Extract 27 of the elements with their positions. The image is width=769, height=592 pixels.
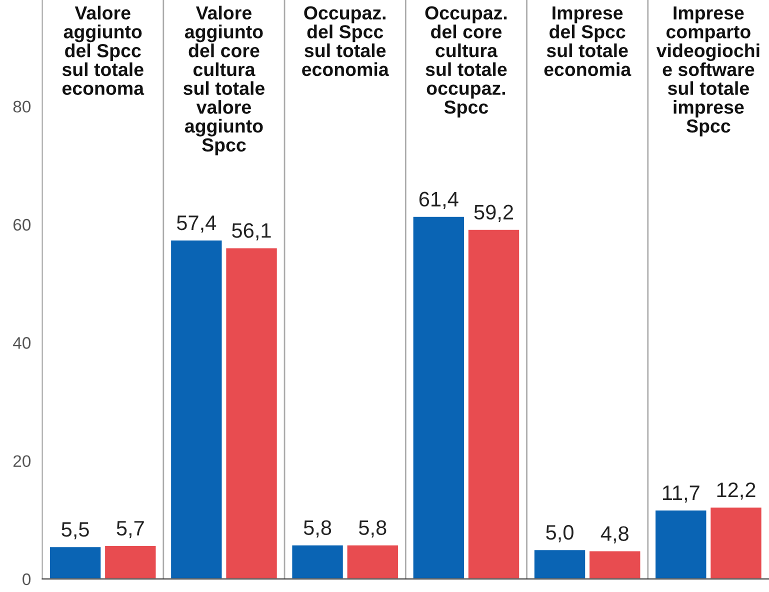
data-label: 5,8: [358, 520, 386, 538]
data-label: 56,1: [232, 223, 271, 240]
x-tick-label: Imprese del Spcc sul totale economia: [544, 6, 632, 76]
data-label: 12,2: [717, 482, 756, 500]
data-label: 59,2: [474, 204, 513, 222]
y-tick-label: 80: [13, 100, 31, 113]
x-tick-label: Valore aggiunto del Spcc sul totale economa: [62, 6, 144, 95]
bar: [709, 506, 763, 579]
y-tick-label: 60: [13, 218, 31, 231]
data-label: 11,7: [662, 486, 700, 503]
data-label: 5,5: [62, 522, 89, 540]
data-label: 61,4: [419, 192, 458, 210]
data-label: 5,7: [116, 521, 144, 538]
y-tick-label: 20: [13, 455, 31, 468]
x-tick-label: Valore aggiunto del core cultura sul totale valore aggiunto Spcc: [183, 6, 264, 156]
bar: [224, 246, 278, 579]
data-label: 5,0: [546, 525, 574, 542]
data-label: 5,8: [304, 520, 332, 538]
x-tick-label: Occupaz. del core cultura sul totale occupaz. Spcc: [425, 6, 507, 118]
x-tick-label: Imprese comparto videogiochi e software sul totale imprese Spcc: [656, 6, 760, 136]
bar: [170, 239, 224, 579]
y-tick-label: 40: [13, 337, 31, 349]
data-label: 4,8: [600, 526, 628, 544]
y-tick-label: 0: [22, 573, 31, 586]
bar: [654, 509, 708, 579]
data-label: 57,4: [176, 216, 216, 233]
x-tick-label: Occupaz. del Spcc sul totale economia: [302, 6, 389, 76]
